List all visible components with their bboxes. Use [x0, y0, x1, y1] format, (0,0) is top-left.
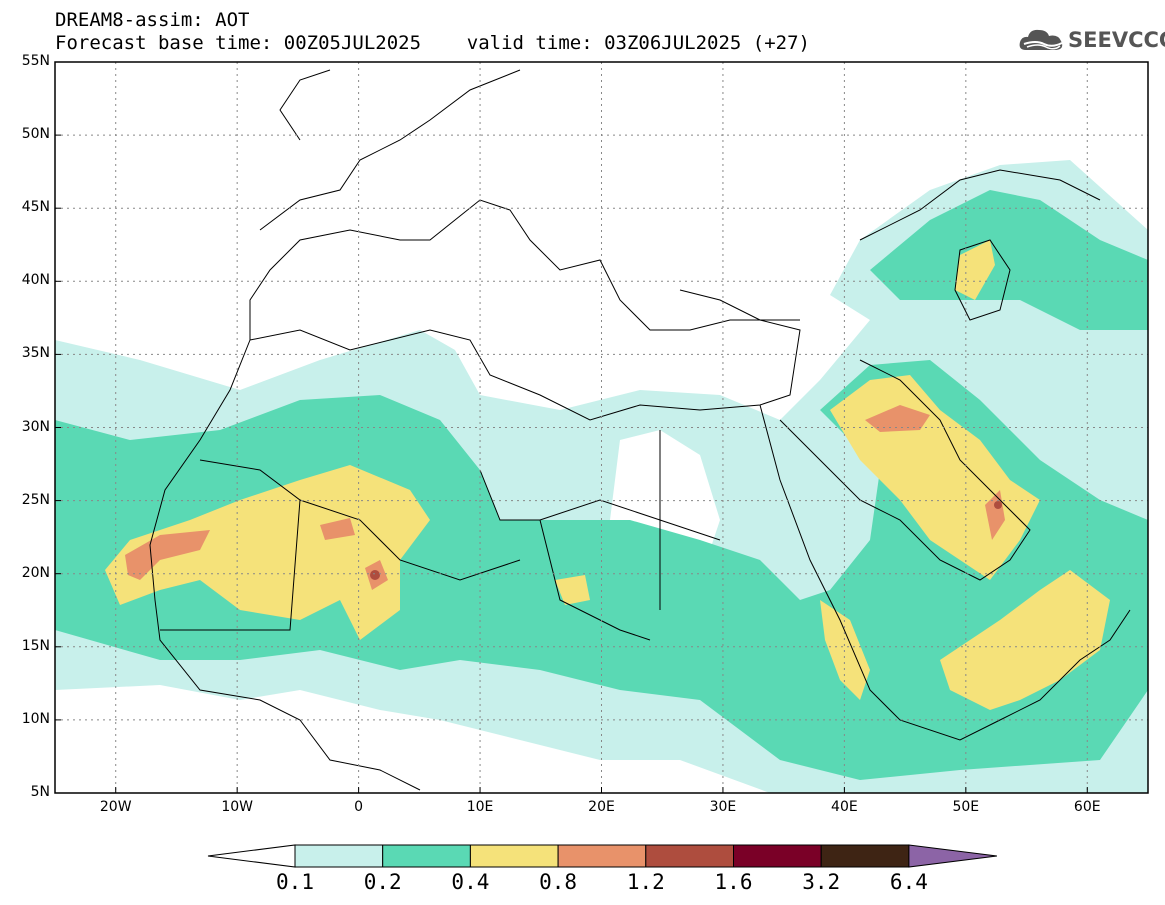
colorbar-label: 0.8	[539, 870, 578, 894]
lat-tick-label: 30N	[21, 418, 50, 435]
cloud-icon	[1019, 29, 1063, 50]
lon-tick-label: 20W	[99, 799, 132, 815]
map-title: DREAM8-assim: AOT	[55, 9, 250, 31]
lon-tick-label: 0	[354, 799, 364, 815]
lon-tick-label: 40E	[831, 799, 858, 815]
coastlines	[149, 69, 1131, 791]
lat-tick-label: 5N	[30, 784, 50, 800]
logo-text: SEEVCCC	[1068, 28, 1165, 52]
lat-tick-label: 40N	[21, 272, 50, 289]
lat-tick-label: 15N	[21, 637, 50, 654]
lon-tick-label: 60E	[1073, 799, 1101, 815]
colorbar-label: 1.6	[714, 870, 753, 894]
lon-tick-label: 50E	[952, 799, 980, 815]
graticule	[55, 62, 1148, 793]
lon-tick-label: 10E	[466, 799, 494, 815]
colorbar-label: 0.4	[451, 870, 490, 894]
colorbar-label: 6.4	[889, 870, 928, 894]
lon-tick-label: 10W	[221, 799, 253, 815]
colorbar-label: 1.2	[626, 870, 665, 894]
lat-tick-label: 55N	[21, 53, 50, 69]
seevccc-logo: SEEVCCC	[1018, 26, 1165, 54]
lat-tick-label: 45N	[21, 199, 50, 216]
colorbar-label: 0.2	[363, 870, 402, 894]
forecast-time-line: Forecast base time: 00Z05JUL2025 valid t…	[55, 32, 810, 54]
axis-ticks	[55, 61, 1088, 794]
lat-tick-label: 50N	[21, 126, 50, 143]
lat-tick-label: 35N	[21, 345, 50, 362]
lon-tick-label: 20E	[588, 799, 615, 815]
lat-tick-label: 20N	[21, 564, 50, 581]
lat-tick-label: 10N	[21, 710, 50, 727]
colorbar-label: 3.2	[802, 870, 841, 894]
lat-tick-label: 25N	[21, 491, 50, 508]
colorbar-label: 0.1	[276, 870, 314, 894]
lon-tick-label: 30E	[709, 799, 737, 815]
